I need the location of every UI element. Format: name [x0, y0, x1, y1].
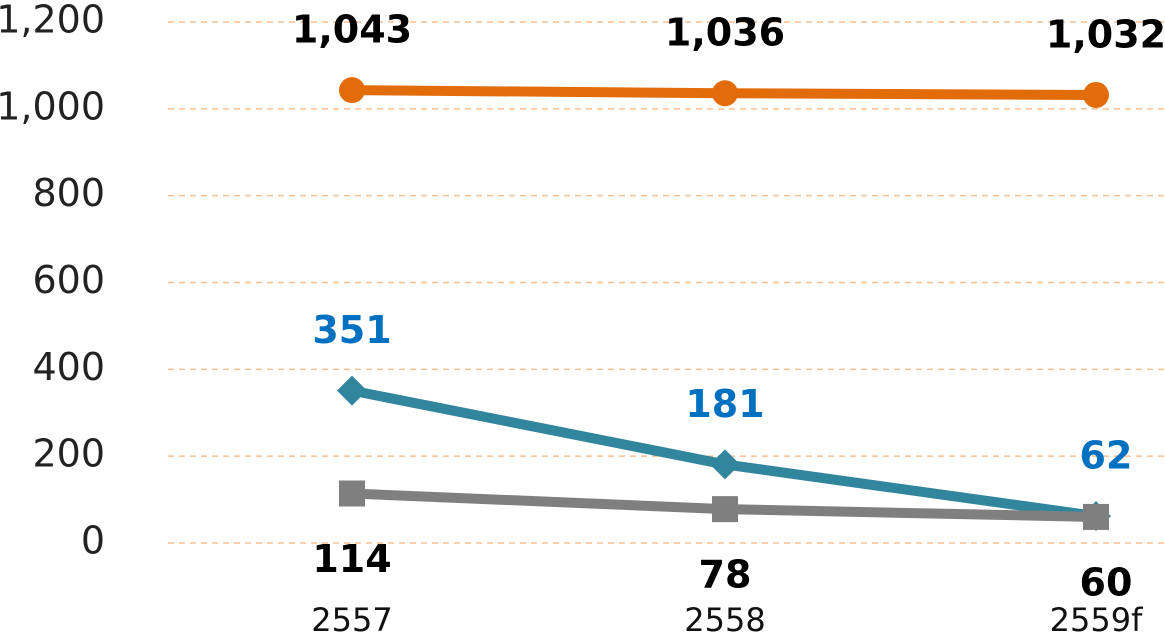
x-tick-label: 2557 — [311, 601, 392, 638]
data-label: 1,032 — [1046, 12, 1165, 56]
data-label: 1,043 — [292, 8, 412, 52]
x-tick-label: 2559f — [1050, 601, 1143, 638]
marker — [339, 77, 365, 104]
data-label: 60 — [1080, 560, 1133, 604]
data-label: 114 — [312, 537, 391, 581]
y-tick-label: 800 — [32, 171, 105, 215]
y-tick-label: 600 — [32, 258, 105, 302]
y-tick-label: 0 — [81, 519, 105, 563]
data-label: 1,036 — [665, 11, 785, 55]
marker — [712, 496, 738, 523]
data-label: 78 — [699, 553, 752, 597]
data-label: 351 — [312, 308, 391, 352]
marker — [1083, 503, 1109, 530]
y-tick-label: 400 — [32, 345, 105, 389]
marker — [339, 480, 365, 507]
marker — [1083, 81, 1109, 108]
marker — [712, 80, 738, 107]
marker — [337, 375, 367, 406]
marker — [710, 449, 740, 480]
y-tick-label: 1,200 — [0, 0, 105, 42]
y-tick-label: 200 — [32, 432, 105, 476]
data-label: 181 — [685, 382, 764, 426]
data-label: 62 — [1080, 434, 1133, 478]
y-tick-label: 1,000 — [0, 84, 105, 128]
x-tick-label: 2558 — [684, 601, 765, 638]
